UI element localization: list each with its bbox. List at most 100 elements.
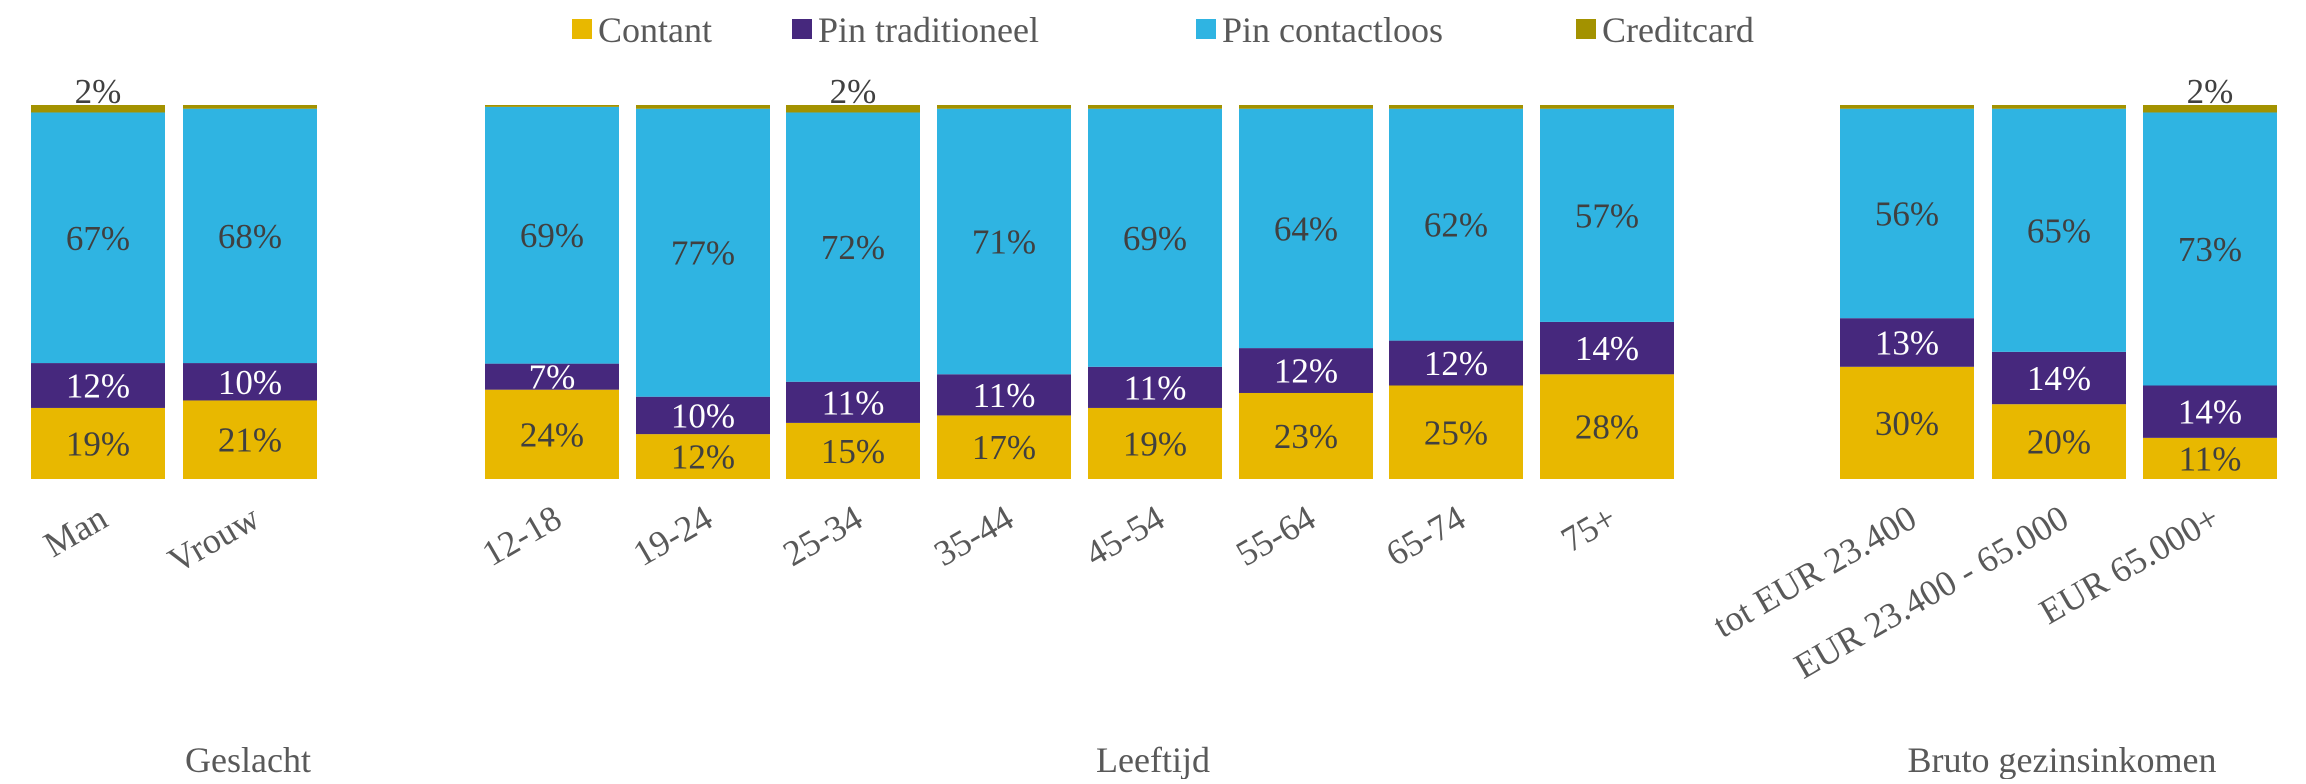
bar-segment-creditcard: [183, 105, 317, 109]
bar-segment-pin-traditioneel: [2143, 385, 2277, 438]
data-label: 62%: [1424, 206, 1488, 245]
data-label: 77%: [671, 234, 735, 273]
data-label: 12%: [66, 367, 130, 406]
bar-segment-creditcard: [1389, 105, 1523, 109]
bar-segment-creditcard: [2143, 105, 2277, 113]
bar-segment-pin-traditioneel: [1389, 340, 1523, 386]
bar-stack: 15% 11% 72% 2%: [786, 72, 920, 479]
data-label: 19%: [66, 424, 130, 463]
bar-stack: 19% 11% 69%: [1088, 105, 1222, 479]
bar-segment-contant: [31, 407, 165, 479]
bar-stack: 19% 12% 67% 2%: [31, 72, 165, 479]
data-label: 71%: [972, 223, 1036, 262]
group-title: Leeftijd: [1096, 740, 1210, 779]
category-labels: Man Vrouw 12-18 19-24 25-34 35-44 45-54 55-64 65…: [37, 497, 2226, 686]
data-label: 72%: [821, 228, 885, 267]
category-label: EUR 23.400 - 65.000: [1787, 497, 2075, 686]
bar-segment-pin-contactloos: [937, 108, 1071, 375]
data-label: 68%: [218, 217, 282, 256]
bar-stack: 30% 13% 56%: [1840, 105, 1974, 479]
legend-label: Pin contactloos: [1222, 10, 1443, 50]
category-label: 35-44: [927, 497, 1020, 574]
bar-segment-pin-traditioneel: [31, 363, 165, 408]
category-label: 75+: [1554, 497, 1623, 560]
category-label: 65-74: [1379, 497, 1472, 574]
bar-stack: 23% 12% 64%: [1239, 105, 1373, 479]
bar-segment-creditcard: [937, 105, 1071, 109]
data-label: 11%: [822, 383, 885, 422]
bar-segment-pin-traditioneel: [937, 374, 1071, 416]
bar-segment-contant: [1840, 366, 1974, 479]
bar-segment-contant: [937, 415, 1071, 479]
bar-segment-pin-contactloos: [786, 112, 920, 382]
bar-segment-pin-contactloos: [183, 108, 317, 364]
bar-segment-pin-contactloos: [2143, 112, 2277, 386]
bar-segment-pin-traditioneel: [1992, 351, 2126, 405]
category-label: Vrouw: [161, 497, 266, 581]
data-label: 64%: [1274, 209, 1338, 248]
data-label: 11%: [2179, 439, 2242, 478]
legend-item: Pin contactloos: [1196, 10, 1443, 50]
bar-segment-contant: [1088, 407, 1222, 479]
bar-segment-pin-contactloos: [1540, 108, 1674, 322]
category-label: 25-34: [776, 497, 869, 574]
data-label: 23%: [1274, 417, 1338, 456]
data-label: 11%: [973, 376, 1036, 415]
data-label: 57%: [1575, 196, 1639, 235]
bar-stack: 28% 14% 57%: [1540, 105, 1674, 479]
bar-segment-pin-traditioneel: [1239, 348, 1373, 393]
bar-segment-pin-contactloos: [1840, 108, 1974, 319]
data-label: 15%: [821, 432, 885, 471]
category-label: 12-18: [475, 497, 568, 574]
bar-segment-pin-traditioneel: [1840, 318, 1974, 367]
data-label: 56%: [1875, 194, 1939, 233]
data-label: 67%: [66, 219, 130, 258]
data-label: 12%: [671, 438, 735, 477]
bar-segment-creditcard: [31, 105, 165, 113]
data-label: 12%: [1424, 344, 1488, 383]
data-label: 25%: [1424, 413, 1488, 452]
bar-segment-pin-contactloos: [31, 112, 165, 364]
bar-segment-pin-contactloos: [1992, 108, 2126, 352]
bar-segment-pin-traditioneel: [183, 363, 317, 401]
bar-segment-contant: [485, 389, 619, 479]
bar-segment-creditcard: [1992, 105, 2126, 109]
group-title: Bruto gezinsinkomen: [1908, 740, 2217, 779]
legend-item: Contant: [572, 10, 712, 50]
bar-segment-contant: [1992, 404, 2126, 479]
bar-stack: 20% 14% 65%: [1992, 105, 2126, 479]
bar-segment-pin-traditioneel: [1088, 366, 1222, 408]
data-label: 20%: [2027, 423, 2091, 462]
data-label: 11%: [1124, 368, 1187, 407]
bar-stack: 12%10% 77%: [636, 105, 770, 479]
data-label: 73%: [2178, 230, 2242, 269]
bar-segment-creditcard: [636, 105, 770, 109]
legend-item: Creditcard: [1576, 10, 1754, 50]
category-label: 45-54: [1078, 497, 1171, 574]
bar-segment-creditcard: [1088, 105, 1222, 109]
data-label: 14%: [1575, 329, 1639, 368]
bars: 19%12%67%2%21%10%68%24%7%69%12%10%77%15%…: [31, 72, 2277, 479]
data-label: 13%: [1875, 323, 1939, 362]
bar-segment-contant: [2143, 437, 2277, 479]
category-label: Man: [37, 497, 114, 565]
data-label: 21%: [218, 421, 282, 460]
data-label: 69%: [520, 216, 584, 255]
group-title: Geslacht: [185, 740, 311, 779]
data-label: 19%: [1123, 424, 1187, 463]
bar-segment-contant: [183, 400, 317, 479]
bar-segment-contant: [786, 422, 920, 479]
legend-swatch: [1576, 19, 1596, 39]
bar-segment-pin-contactloos: [1239, 108, 1373, 349]
data-label: 10%: [671, 396, 735, 435]
category-label: 19-24: [626, 497, 719, 574]
bar-segment-pin-traditioneel: [485, 363, 619, 390]
bar-segment-creditcard: [485, 105, 619, 107]
data-label: 30%: [1875, 404, 1939, 443]
bar-stack: 21% 10% 68%: [183, 105, 317, 479]
data-label: 14%: [2178, 393, 2242, 432]
legend-label: Pin traditioneel: [818, 10, 1039, 50]
bar-segment-pin-traditioneel: [1540, 321, 1674, 375]
category-label: 55-64: [1229, 497, 1322, 574]
